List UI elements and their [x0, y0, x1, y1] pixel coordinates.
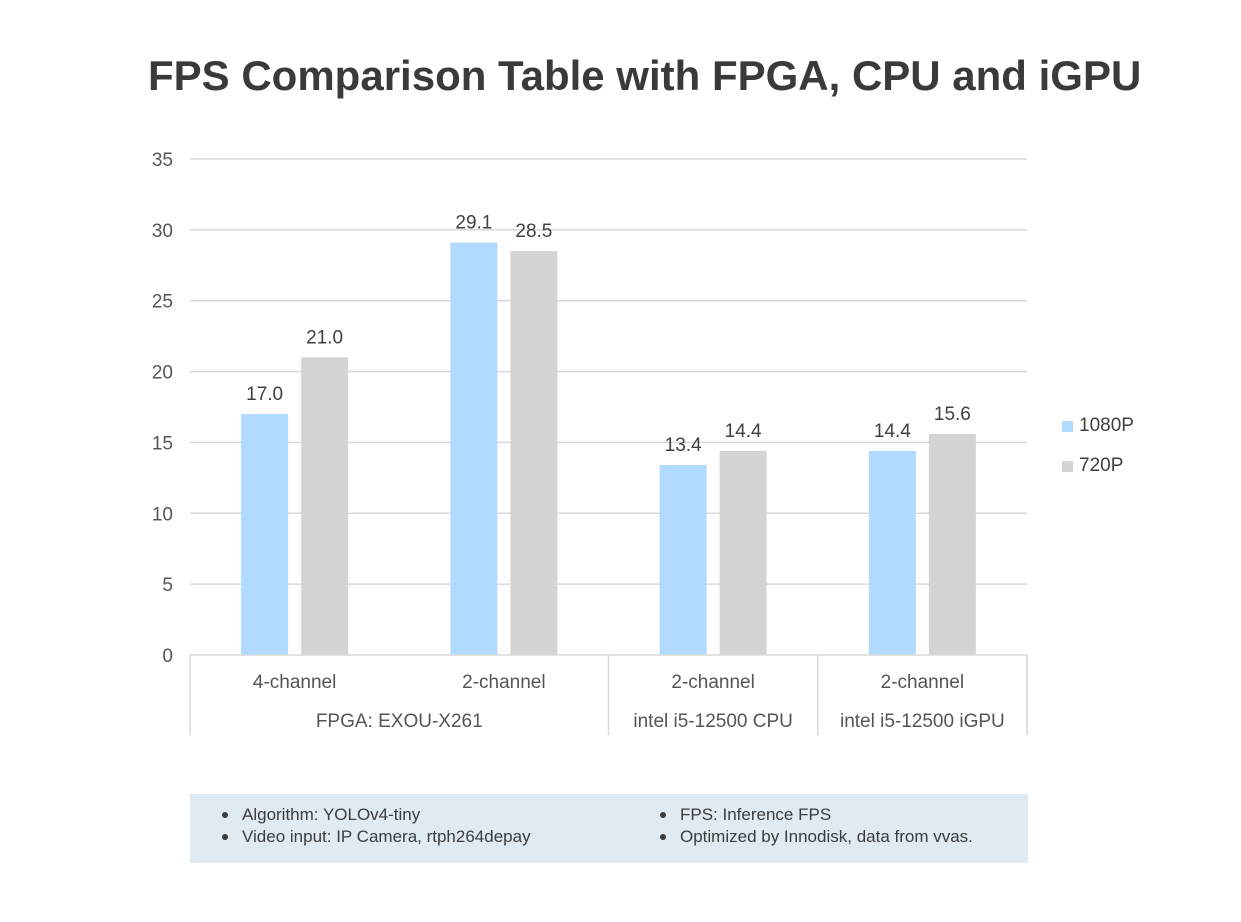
- bar-720p: [719, 450, 767, 655]
- bullet-icon: [222, 834, 228, 840]
- notes-left-list: Algorithm: YOLOv4-tiny Video input: IP C…: [222, 804, 531, 848]
- data-label: 14.4: [874, 421, 911, 442]
- legend-label-720p: 720P: [1079, 455, 1124, 476]
- y-tick-label: 20: [152, 363, 173, 384]
- note-text: Optimized by Innodisk, data from vvas.: [680, 827, 973, 846]
- x-category-label: 4-channel: [253, 672, 336, 693]
- bar-1080p: [241, 414, 289, 655]
- y-tick-label: 30: [152, 221, 173, 242]
- legend: 1080P 720P: [1062, 406, 1134, 486]
- y-tick-label: 35: [152, 150, 173, 171]
- note-text: Algorithm: YOLOv4-tiny: [242, 805, 421, 824]
- bar-720p: [510, 251, 558, 655]
- y-tick-label: 5: [162, 575, 173, 596]
- bullet-icon: [660, 834, 666, 840]
- note-item: Video input: IP Camera, rtph264depay: [222, 826, 531, 848]
- note-text: Video input: IP Camera, rtph264depay: [242, 827, 531, 846]
- legend-swatch-1080p: [1062, 420, 1073, 432]
- data-label: 13.4: [665, 435, 702, 456]
- y-tick-label: 15: [152, 433, 173, 454]
- data-label: 15.6: [934, 404, 971, 425]
- bullet-icon: [222, 812, 228, 818]
- axes: 0 5 10 15 20 25 30 35 4-channel 2-channel 2-channe…: [152, 150, 1028, 735]
- x-group-label: intel i5-12500 iGPU: [840, 711, 1005, 732]
- legend-swatch-720p: [1062, 460, 1073, 472]
- bar-1080p: [659, 465, 707, 655]
- bar-1080p: [868, 450, 916, 655]
- note-item: Algorithm: YOLOv4-tiny: [222, 804, 531, 826]
- bar-720p: [928, 433, 976, 655]
- x-group-label: FPGA: EXOU-X261: [316, 711, 483, 732]
- note-text: FPS: Inference FPS: [680, 805, 832, 824]
- bullet-icon: [660, 812, 666, 818]
- bar-1080p: [450, 242, 498, 655]
- note-item: Optimized by Innodisk, data from vvas.: [660, 826, 973, 848]
- bar-720p: [301, 357, 349, 655]
- legend-label-1080p: 1080P: [1079, 415, 1134, 436]
- data-label: 28.5: [515, 221, 552, 242]
- legend-item-720p: 720P: [1062, 446, 1134, 486]
- y-tick-label: 0: [162, 646, 173, 667]
- data-label: 21.0: [306, 327, 343, 348]
- legend-item-1080p: 1080P: [1062, 406, 1134, 446]
- y-tick-label: 10: [152, 504, 173, 525]
- x-group-label: intel i5-12500 CPU: [633, 711, 792, 732]
- y-tick-label: 25: [152, 292, 173, 313]
- x-category-label: 2-channel: [671, 672, 754, 693]
- note-item: FPS: Inference FPS: [660, 804, 973, 826]
- notes-right-list: FPS: Inference FPS Optimized by Innodisk…: [660, 804, 973, 848]
- data-labels: 17.0 21.0 29.1 28.5 13.4 14.4 14.4 15.6: [246, 213, 971, 456]
- data-label: 14.4: [725, 421, 762, 442]
- data-label: 17.0: [246, 384, 283, 405]
- x-category-label: 2-channel: [462, 672, 545, 693]
- data-label: 29.1: [455, 213, 492, 234]
- notes-box: Algorithm: YOLOv4-tiny Video input: IP C…: [190, 794, 1028, 863]
- bars: [241, 242, 976, 655]
- x-category-label: 2-channel: [881, 672, 964, 693]
- chart-title: FPS Comparison Table with FPGA, CPU and …: [148, 52, 1142, 99]
